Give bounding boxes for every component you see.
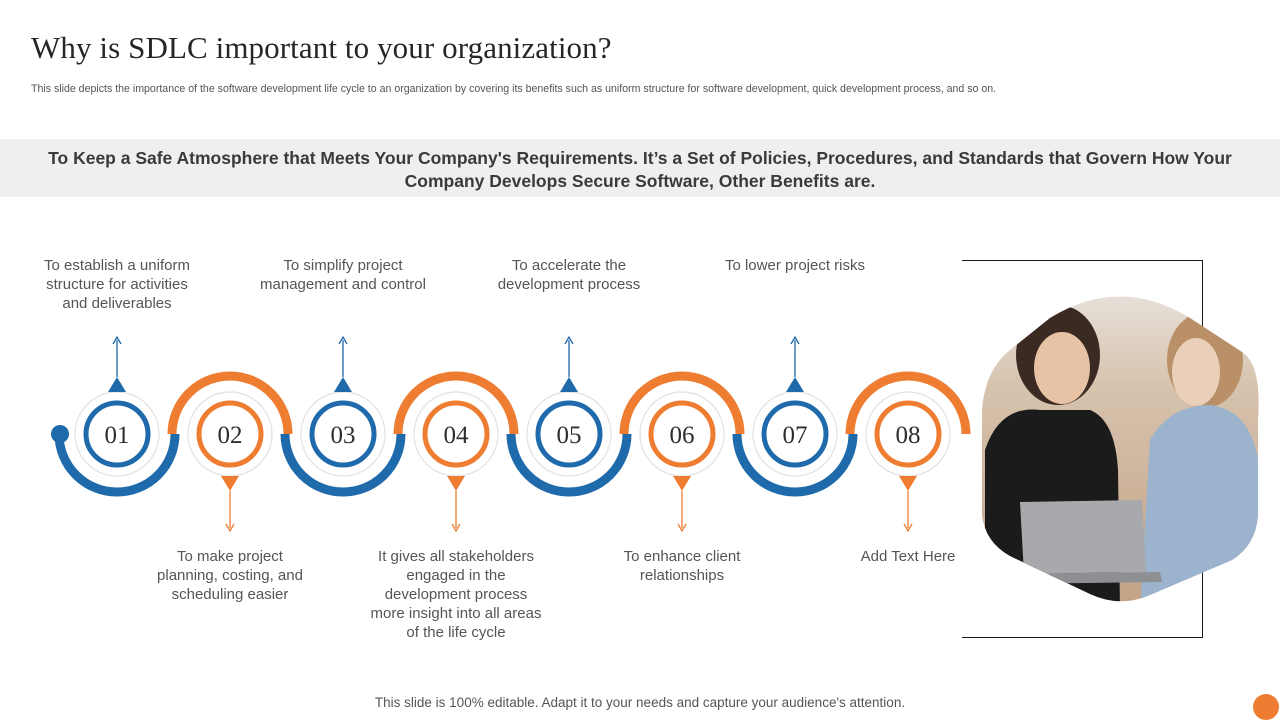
page-title: Why is SDLC important to your organizati… [31, 30, 612, 65]
highlight-banner: To Keep a Safe Atmosphere that Meets You… [0, 139, 1280, 197]
arrow-head-05 [564, 335, 574, 345]
wave-arc-02 [167, 371, 293, 435]
page-subtitle: This slide depicts the importance of the… [31, 83, 997, 95]
wave-arc-07 [732, 433, 858, 497]
step-number-03: 03 [331, 422, 356, 449]
pointer-triangle-02 [221, 476, 239, 491]
wave-arc-03 [280, 433, 406, 497]
pointer-triangle-06 [673, 476, 691, 491]
pointer-triangle-05 [560, 377, 578, 392]
banner-text: To Keep a Safe Atmosphere that Meets You… [48, 148, 1232, 191]
step-ring-06 [648, 400, 716, 468]
pointer-triangle-08 [899, 476, 917, 491]
arrow-head-01 [112, 335, 122, 345]
step-ring-07 [761, 400, 829, 468]
step-ring-08 [874, 400, 942, 468]
arrow-head-08 [903, 523, 913, 533]
step-ring-03 [309, 400, 377, 468]
wave-arc-05 [506, 433, 632, 497]
wave-arc-01 [54, 433, 180, 497]
arrow-head-06 [677, 523, 687, 533]
step-text-05: To accelerate the development process [497, 257, 641, 293]
corner-dot [1253, 694, 1279, 720]
step-text-07: To lower project risks [724, 257, 866, 274]
step-ring-05 [535, 400, 603, 468]
step-text-04: It gives all stakeholders engaged in the… [370, 548, 542, 641]
arrow-head-02 [225, 523, 235, 533]
step-text-01: To establish a uniform structure for act… [44, 257, 190, 312]
footer-note: This slide is 100% editable. Adapt it to… [374, 695, 906, 710]
step-number-06: 06 [670, 422, 695, 449]
step-number-05: 05 [557, 422, 582, 449]
arrow-head-04 [451, 523, 461, 533]
step-text-02: To make project planning, costing, and s… [157, 548, 303, 603]
step-number-07: 07 [783, 422, 808, 449]
step-ring-04 [422, 400, 490, 468]
arrow-head-07 [790, 335, 800, 345]
pointer-triangle-03 [334, 377, 352, 392]
step-number-02: 02 [218, 422, 243, 449]
step-ring-01 [83, 400, 151, 468]
pointer-triangle-07 [786, 377, 804, 392]
step-text-08: Add Text Here [860, 548, 956, 565]
pointer-triangle-01 [108, 377, 126, 392]
wave-arc-06 [619, 371, 745, 435]
wave-arc-08 [845, 371, 971, 435]
step-text-06: To enhance client relationships [623, 548, 741, 584]
step-number-08: 08 [896, 422, 921, 449]
arrow-head-03 [338, 335, 348, 345]
pointer-triangle-04 [447, 476, 465, 491]
step-number-04: 04 [444, 422, 470, 449]
step-text-03: To simplify project management and contr… [260, 257, 426, 293]
wave-arc-04 [393, 371, 519, 435]
step-ring-02 [196, 400, 264, 468]
step-number-01: 01 [105, 422, 130, 449]
